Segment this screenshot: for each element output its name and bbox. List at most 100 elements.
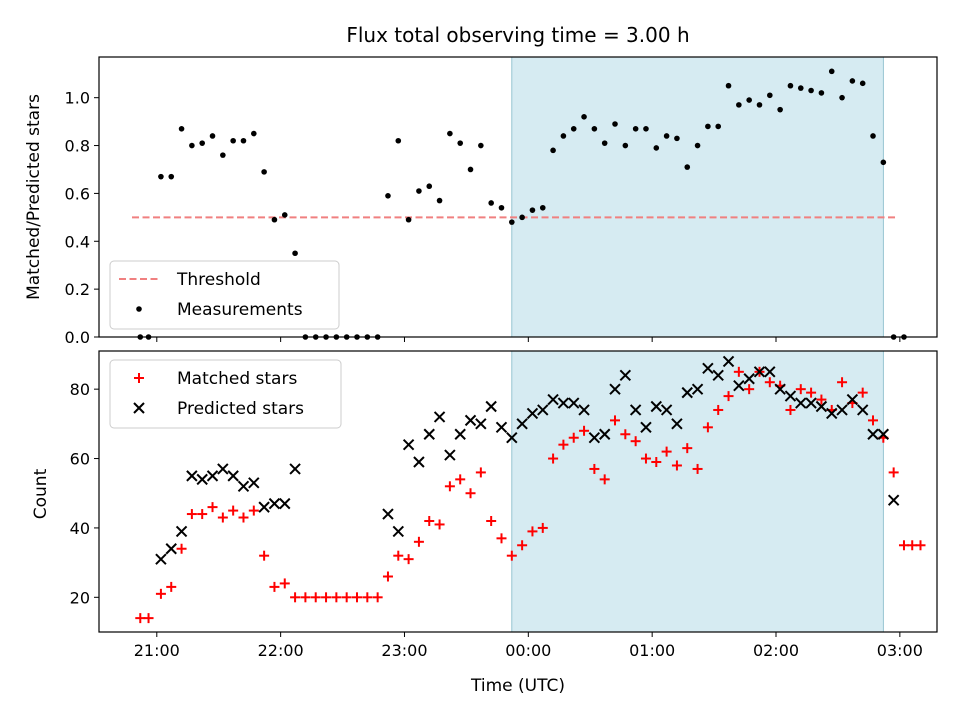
matched-stars-point [455, 474, 466, 485]
matched-stars-point [155, 588, 166, 599]
predicted-stars-point [568, 397, 580, 409]
measurement-point [591, 125, 598, 132]
measurement-point [736, 102, 742, 108]
bottom-x-ticks: 21:00 22:00 23:00 00:00 01:00 02:00 03:00 [134, 632, 923, 660]
measurement-point [178, 125, 185, 132]
measurement-point [498, 204, 505, 211]
bottom-highlight-layer [511, 350, 884, 633]
legend-label: Threshold [176, 270, 261, 290]
measurement-point [808, 87, 814, 94]
bottom-points-layer [135, 355, 926, 624]
predicted-stars-point [815, 400, 828, 413]
predicted-stars-point [227, 470, 239, 482]
bottom-legend: Matched stars Predicted stars [109, 359, 342, 429]
y-tick-label: 40 [70, 519, 90, 538]
matched-stars-point [341, 592, 352, 603]
measurement-point [560, 133, 567, 139]
predicted-stars-point [196, 473, 208, 486]
predicted-stars-point [784, 390, 797, 402]
matched-stars-point [888, 467, 899, 478]
legend-label: Measurements [177, 300, 303, 320]
predicted-stars-point [681, 386, 693, 399]
measurement-point [694, 142, 701, 149]
matched-stars-point [795, 384, 806, 395]
x-tick-label: 23:00 [381, 641, 427, 660]
matched-stars-point [486, 515, 497, 526]
measurement-point [405, 216, 412, 223]
predicted-stars-point [722, 355, 735, 368]
measurement-point [529, 207, 536, 213]
predicted-stars-point [629, 404, 642, 416]
matched-stars-point [403, 554, 414, 565]
measurement-point [457, 140, 464, 146]
predicted-stars-point [506, 432, 518, 444]
observing-window-span [511, 56, 884, 338]
measurement-point [416, 188, 422, 194]
matched-stars-point [290, 592, 301, 603]
y-tick-label: 0.2 [65, 280, 90, 299]
predicted-stars-point [691, 383, 704, 395]
measurement-point [281, 212, 288, 218]
predicted-stars-point [485, 400, 497, 413]
measurement-point [488, 200, 494, 206]
matched-stars-point [506, 550, 517, 561]
predicted-stars-point [887, 494, 900, 506]
predicted-stars-point [237, 480, 250, 493]
predicted-stars-point [826, 407, 838, 420]
predicted-stars-point [609, 383, 621, 395]
measurement-point [684, 164, 691, 170]
x-axis-label: Time (UTC) [470, 676, 565, 696]
matched-stars-point [537, 522, 548, 533]
measurement-point [385, 193, 391, 199]
y-tick-label: 0.4 [65, 232, 90, 251]
matched-stars-point [238, 512, 249, 523]
measurement-point [292, 250, 298, 257]
y-tick-label: 0.0 [65, 328, 90, 347]
measurement-point [767, 92, 773, 99]
predicted-stars-point [413, 456, 425, 468]
measurement-point [653, 145, 660, 151]
matched-stars-point [310, 592, 321, 603]
matched-stars-point [589, 463, 600, 474]
legend-measurement-swatch [136, 306, 142, 312]
legend-matched-swatch [134, 373, 144, 383]
measurement-point [715, 123, 722, 130]
matched-stars-point [424, 515, 435, 526]
chart-title: Flux total observing time = 3.00 h [346, 23, 689, 47]
matched-stars-point [713, 404, 724, 415]
matched-stars-point [143, 613, 154, 624]
matched-stars-point [599, 474, 610, 485]
matched-stars-point [548, 453, 559, 464]
matched-stars-point [413, 536, 424, 547]
matched-stars-point [197, 509, 208, 520]
x-tick-label: 22:00 [258, 641, 304, 660]
predicted-stars-point [640, 421, 652, 434]
y-tick-label: 20 [70, 588, 90, 607]
matched-stars-point [527, 526, 538, 537]
matched-stars-point [785, 404, 796, 415]
matched-stars-point [496, 533, 507, 544]
matched-stars-point [434, 519, 445, 530]
predicted-stars-point [702, 362, 714, 375]
matched-stars-point [744, 384, 755, 395]
legend-label: Matched stars [177, 369, 297, 389]
predicted-stars-point [619, 369, 632, 381]
predicted-stars-point [660, 404, 673, 416]
predicted-stars-point [217, 463, 229, 475]
measurement-point [168, 173, 175, 180]
matched-stars-point [651, 457, 662, 468]
top-x-ticks [156, 337, 901, 342]
matched-stars-point [620, 429, 631, 440]
matched-stars-point [207, 502, 218, 513]
measurement-point [756, 102, 763, 108]
matched-stars-point [248, 505, 259, 516]
predicted-stars-point [175, 525, 188, 538]
measurement-point [395, 137, 402, 144]
measurement-point [622, 142, 629, 149]
observing-window-span [511, 350, 884, 633]
measurement-point [509, 219, 515, 225]
measurement-point [189, 142, 195, 149]
measurement-point [880, 159, 887, 166]
legend-box [109, 359, 342, 429]
